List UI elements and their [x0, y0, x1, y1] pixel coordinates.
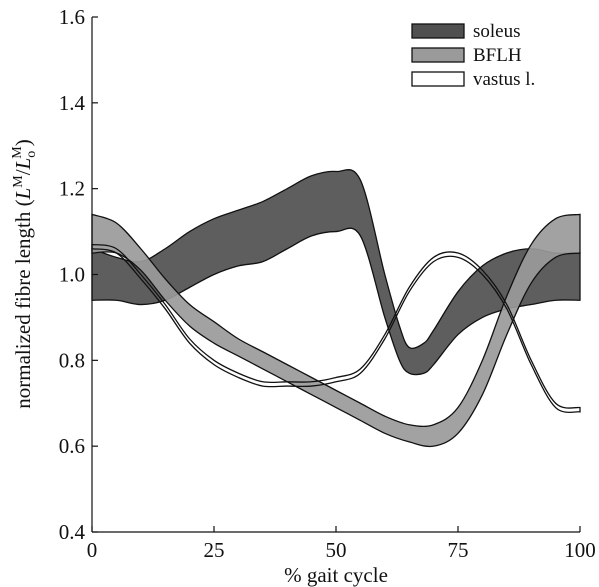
legend-label: soleus	[473, 21, 521, 42]
x-tick-label: 100	[564, 538, 596, 562]
series-bands	[91, 168, 581, 448]
legend-swatch	[411, 23, 465, 39]
legend-label: BFLH	[473, 45, 522, 66]
y-ticks: 0.4 0.6 0.8 1.0 1.2 1.4 1.6	[59, 5, 98, 544]
y-axis-label-suffix: )	[11, 139, 35, 146]
legend-label: vastus l.	[473, 69, 535, 90]
y-tick-label: 0.6	[59, 434, 85, 458]
band-soleus	[91, 168, 581, 376]
y-axis-label-prefix: normalized fibre length (	[11, 199, 35, 408]
y-tick-label: 0.4	[59, 520, 86, 544]
x-tick-label: 25	[204, 538, 225, 562]
x-axis-label: % gait cycle	[284, 563, 388, 587]
y-axis-label-slash: /	[11, 169, 35, 175]
band-bflh	[91, 213, 581, 448]
y-tick-label: 0.8	[59, 348, 85, 372]
x-tick-label: 75	[448, 538, 469, 562]
y-axis-label-l2: L	[11, 158, 35, 171]
y-axis-label: normalized fibre length (LM/LoM)	[10, 139, 39, 408]
y-axis-label-sub2: o	[24, 151, 39, 158]
y-axis-label-sup1: M	[11, 175, 26, 188]
y-tick-label: 1.6	[59, 5, 85, 29]
y-axis-label-sup2: M	[10, 146, 25, 159]
band-vastus-l	[91, 243, 581, 414]
legend-swatch	[411, 47, 465, 63]
legend: soleus BFLH vastus l.	[411, 21, 535, 90]
y-axis-label-l1: L	[11, 188, 35, 201]
x-ticks: 0 25 50 75 100	[87, 526, 596, 562]
x-tick-label: 0	[87, 538, 98, 562]
legend-swatch	[411, 71, 465, 87]
y-tick-label: 1.2	[59, 177, 85, 201]
x-tick-label: 50	[326, 538, 347, 562]
y-tick-label: 1.4	[59, 91, 86, 115]
y-tick-label: 1.0	[59, 263, 85, 287]
